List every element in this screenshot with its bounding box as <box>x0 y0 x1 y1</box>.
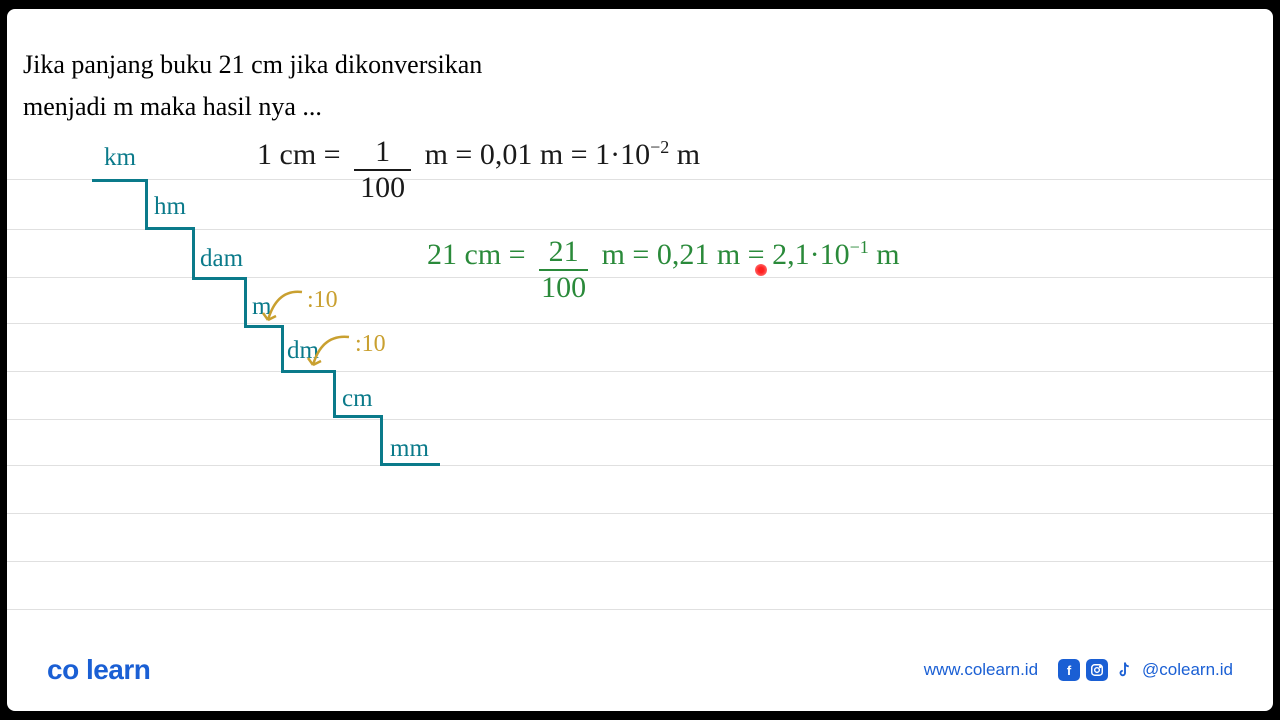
ruled-line <box>7 609 1273 610</box>
stair-segment <box>244 277 247 325</box>
instagram-icon <box>1086 659 1108 681</box>
eq2-part-b: m = 0,21 m = 2,1·10 <box>602 238 850 271</box>
brand-logo: co learn <box>47 654 150 686</box>
eq1-exponent: −2 <box>650 137 669 157</box>
ruled-line <box>7 513 1273 514</box>
divide-annotation-1: :10 <box>307 287 338 314</box>
eq1-part-a: 1 cm = <box>257 138 341 171</box>
eq1-part-c: m <box>669 138 700 171</box>
stair-label-hm: hm <box>154 193 186 221</box>
eq1-frac-num: 1 <box>354 135 411 169</box>
laser-pointer-dot <box>755 264 767 276</box>
facebook-icon: f <box>1058 659 1080 681</box>
problem-line-1: Jika panjang buku 21 cm jika dikonversik… <box>23 44 482 86</box>
tiktok-icon <box>1114 659 1136 681</box>
stair-segment <box>333 415 383 418</box>
whiteboard-page: Jika panjang buku 21 cm jika dikonversik… <box>7 9 1273 711</box>
problem-statement: Jika panjang buku 21 cm jika dikonversik… <box>23 44 482 127</box>
stair-label-km: km <box>104 144 136 172</box>
stair-label-dam: dam <box>200 245 243 273</box>
footer-handle: @colearn.id <box>1142 660 1233 680</box>
eq2-frac-den: 100 <box>539 271 588 305</box>
equation-21cm-to-m: 21 cm = 21 100 m = 0,21 m = 2,1·10−1 m <box>427 237 900 307</box>
stair-label-mm: mm <box>390 435 429 463</box>
stair-segment <box>380 463 440 466</box>
eq1-part-b: m = 0,01 m = 1·10 <box>425 138 651 171</box>
stair-segment <box>145 227 195 230</box>
stair-label-cm: cm <box>342 385 373 413</box>
social-icons: f @colearn.id <box>1058 659 1233 681</box>
stair-segment <box>192 227 195 277</box>
stair-segment <box>145 179 148 227</box>
eq2-exponent: −1 <box>850 237 869 257</box>
footer-url: www.colearn.id <box>924 660 1038 680</box>
equation-cm-to-m: 1 cm = 1 100 m = 0,01 m = 1·10−2 m <box>257 137 700 207</box>
divide-annotation-2: :10 <box>355 331 386 358</box>
footer: co learn www.colearn.id f <box>7 654 1273 686</box>
stair-segment <box>92 179 148 182</box>
eq2-part-c: m <box>869 238 900 271</box>
stair-segment <box>380 415 383 463</box>
eq2-part-a: 21 cm = <box>427 238 526 271</box>
eq2-frac-num: 21 <box>539 235 588 271</box>
stair-segment <box>192 277 247 280</box>
footer-right: www.colearn.id f @colearn.id <box>924 659 1233 681</box>
eq1-frac-den: 100 <box>354 169 411 205</box>
problem-line-2: menjadi m maka hasil nya ... <box>23 86 482 128</box>
ruled-line <box>7 561 1273 562</box>
